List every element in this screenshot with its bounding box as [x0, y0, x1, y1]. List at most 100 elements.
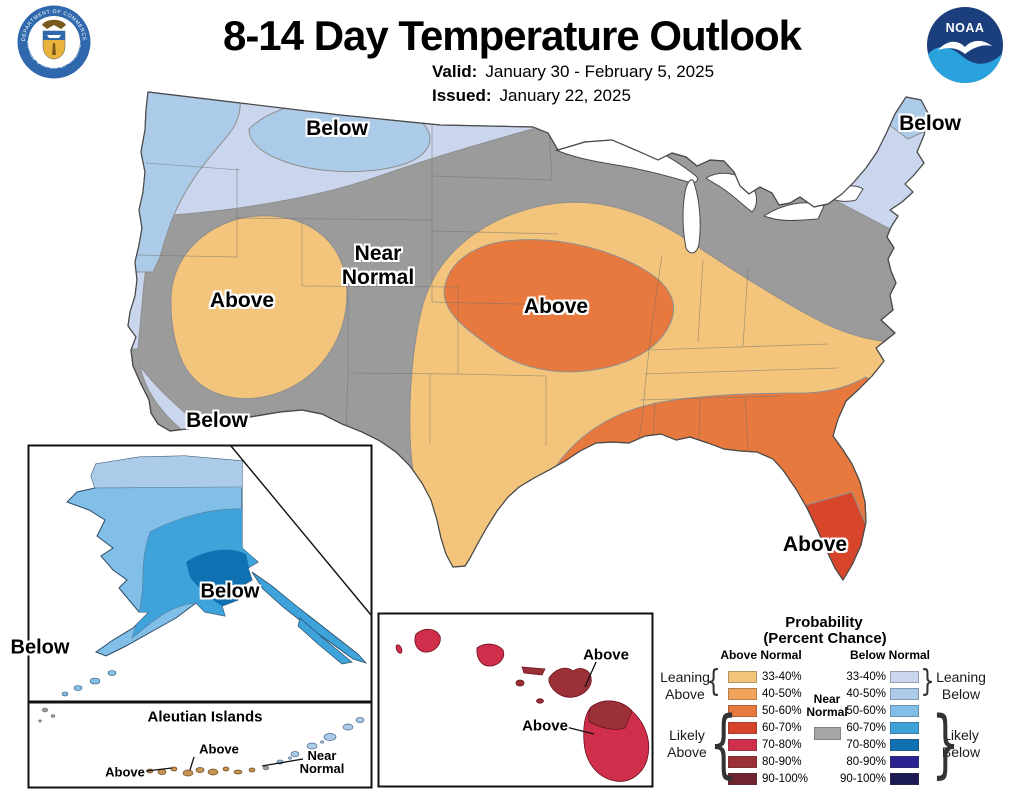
- legend-range-above-2: 50-60%: [762, 705, 802, 717]
- hawaii-inset-map: [377, 612, 654, 788]
- island-maui: [548, 667, 592, 698]
- legend-title-line2: (Percent Chance): [763, 630, 887, 647]
- great-lakes: [554, 138, 864, 254]
- legend-swatch-near-normal: [814, 727, 841, 740]
- legend-range-below-6: 90-100%: [839, 773, 886, 785]
- noaa-logo-wave: [927, 47, 1003, 83]
- legend-swatch-below-60-70: [890, 722, 919, 734]
- issued-line: Issued: January 22, 2025: [432, 84, 714, 108]
- island-lanai: [515, 679, 525, 687]
- label-aleutian-above-central: Above: [199, 741, 239, 757]
- legend-range-below-1: 40-50%: [846, 688, 886, 700]
- label-central-above: Above: [523, 295, 589, 318]
- legend-likely-below-line1: Likely: [943, 727, 979, 743]
- legend-swatch-above-33-40: [728, 671, 757, 683]
- legend-above-header: Above Normal: [720, 648, 802, 662]
- noaa-logo: NOAA: [927, 7, 1003, 83]
- valid-line: Valid: January 30 - February 5, 2025: [432, 60, 714, 84]
- legend-range-below-2: 50-60%: [846, 705, 886, 717]
- island-kahoolawe: [536, 698, 544, 704]
- alaska-panhandle-islands: [297, 617, 353, 665]
- legend-leaning-above-line2: Above: [665, 685, 705, 702]
- alaska-sw-islets: [61, 670, 117, 697]
- label-aleutian-near-normal-line2: Normal: [299, 761, 345, 776]
- legend-range-above-3: 60-70%: [762, 722, 802, 734]
- valid-label: Valid:: [432, 62, 478, 81]
- legend-title-line1: Probability: [785, 614, 863, 631]
- legend-likely-below-brace: }: [931, 701, 960, 787]
- region-above-west-blob: [170, 215, 348, 400]
- label-aleutian-near-normal-line1: Near: [307, 748, 337, 763]
- page-title: 8-14 Day Temperature Outlook: [222, 12, 802, 59]
- hawaii-pointer-lines: [565, 661, 597, 735]
- noaa-logo-text: NOAA: [946, 21, 985, 35]
- aleutian-gray-islets: [38, 707, 270, 771]
- aleutian-pointer-lines: [145, 756, 304, 772]
- legend-swatch-below-70-80: [890, 739, 919, 751]
- island-kauai: [414, 628, 441, 653]
- legend-range-below-4: 70-80%: [846, 739, 886, 751]
- legend-swatch-above-50-60: [728, 705, 757, 717]
- legend-leaning-above-brace: {: [706, 664, 721, 699]
- legend-swatch-above-40-50: [728, 688, 757, 700]
- aleutian-inset-map: [27, 701, 373, 789]
- legend-leaning-below-brace: }: [920, 664, 935, 699]
- legend-range-below-3: 60-70%: [846, 722, 886, 734]
- legend-likely-below-line2: Below: [941, 743, 981, 760]
- label-socal-below: Below: [186, 409, 248, 432]
- doc-seal: DEPARTMENT OF COMMERCE UNITED STATES OF …: [17, 5, 91, 79]
- alaska-band-dark-core: [186, 549, 252, 606]
- legend-near-normal-line1: Near: [813, 692, 841, 706]
- label-west-above: Above: [209, 289, 275, 312]
- legend-range-above-5: 80-90%: [762, 756, 802, 768]
- legend-likely-above-line1: Likely: [669, 727, 705, 743]
- legend-swatch-above-90-100: [728, 773, 757, 785]
- label-aleutian-title: Aleutian Islands: [147, 708, 263, 726]
- validity-block: Valid: January 30 - February 5, 2025 Issu…: [432, 60, 714, 108]
- legend-range-below-0: 33-40%: [846, 671, 886, 683]
- legend-likely-below-label: Likely Below: [930, 727, 992, 760]
- label-aleutian-near-normal: Near Normal: [300, 749, 345, 775]
- island-niihau: [395, 644, 403, 654]
- island-big-island-north: [588, 700, 633, 730]
- label-northeast-below: Below: [899, 112, 961, 135]
- legend-swatch-above-80-90: [728, 756, 757, 768]
- legend-leaning-below-label: Leaning Below: [930, 669, 992, 702]
- legend-leaning-above-line1: Leaning: [660, 669, 710, 685]
- label-west-near-normal: Near Normal: [342, 242, 414, 290]
- legend-leaning-above-label: Leaning Above: [654, 669, 716, 702]
- legend-near-normal-label: Near Normal: [797, 693, 857, 719]
- legend-range-above-1: 40-50%: [762, 688, 802, 700]
- island-molokai: [521, 666, 546, 676]
- legend-leaning-below-line2: Below: [941, 685, 981, 702]
- region-above-central-50-60: [443, 239, 675, 373]
- label-alaska-below: Below: [200, 580, 260, 603]
- alaska-panhandle: [251, 571, 368, 664]
- legend-swatch-below-33-40: [890, 671, 919, 683]
- alaska-inset-diagonal: [230, 445, 372, 616]
- legend-range-above-4: 70-80%: [762, 739, 802, 751]
- legend-range-above-0: 33-40%: [762, 671, 802, 683]
- doc-seal-eagle: [42, 19, 66, 29]
- label-west-near-normal-line1: Near: [354, 242, 402, 265]
- label-offshore-below: Below: [10, 636, 70, 659]
- legend-likely-above-line2: Above: [667, 743, 707, 760]
- label-hawaii-above-big-island: Above: [522, 717, 568, 735]
- legend-swatch-above-60-70: [728, 722, 757, 734]
- legend-swatch-above-70-80: [728, 739, 757, 751]
- label-florida-above: Above: [782, 533, 848, 556]
- conus-outline: [127, 91, 930, 581]
- legend-swatch-below-50-60: [890, 705, 919, 717]
- legend-near-normal-line2: Normal: [806, 705, 848, 719]
- legend-swatch-below-80-90: [890, 756, 919, 768]
- island-oahu: [476, 643, 505, 667]
- alaska-band-line: [91, 486, 244, 489]
- aleutian-above-islands: [140, 766, 256, 777]
- label-hawaii-above-maui: Above: [583, 646, 629, 664]
- doc-seal-lighthouse: [52, 43, 56, 55]
- legend-swatch-below-90-100: [890, 773, 919, 785]
- label-aleutian-above-west: Above: [105, 764, 145, 780]
- legend-range-above-6: 90-100%: [762, 773, 809, 785]
